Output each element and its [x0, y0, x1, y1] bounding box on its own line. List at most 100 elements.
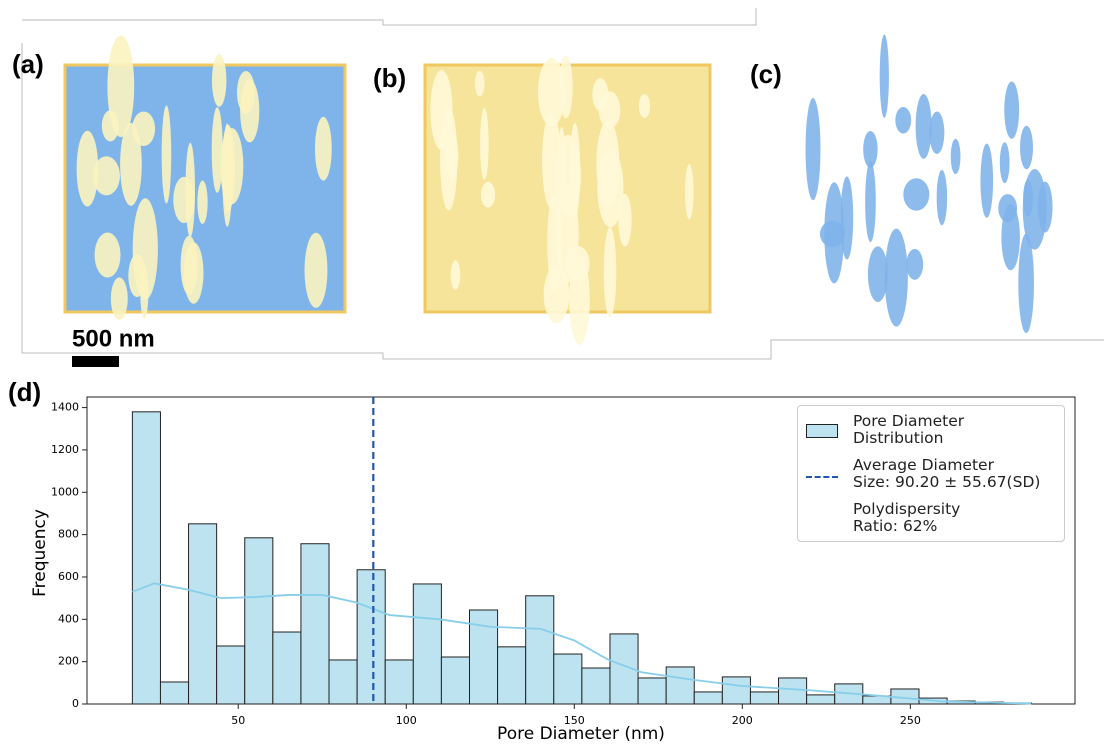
y-tick-label: 200 — [58, 655, 79, 668]
image-blob — [863, 130, 878, 168]
image-blob — [94, 232, 121, 278]
y-tick-label: 1400 — [51, 401, 79, 414]
y-tick-label: 1200 — [51, 443, 79, 456]
image-blob — [480, 181, 496, 208]
image-blob — [915, 93, 932, 159]
image-blob — [76, 130, 99, 207]
kde-line — [132, 582, 1032, 705]
image-blob — [929, 111, 945, 155]
scale-bar — [72, 356, 119, 367]
y-tick-label: 800 — [58, 528, 79, 541]
histogram-bar — [693, 691, 723, 705]
scale-bar-label: 500 nm — [72, 325, 155, 352]
image-blob — [440, 107, 458, 211]
x-axis-label: Pore Diameter (nm) — [497, 724, 665, 744]
panel-label: (a) — [12, 49, 44, 79]
image-blob — [480, 108, 489, 181]
image-blob — [998, 194, 1018, 223]
image-blob — [555, 134, 581, 217]
image-blob — [92, 156, 120, 196]
panel-label: (c) — [750, 59, 782, 89]
image-blob — [183, 242, 204, 304]
image-blob — [450, 260, 461, 290]
image-blob — [879, 34, 889, 118]
histogram-bar — [216, 645, 246, 705]
y-axis-label: Frequency — [30, 509, 50, 597]
panel-label: (d) — [8, 377, 41, 407]
image-blob — [867, 246, 888, 303]
legend-swatch — [806, 476, 838, 478]
legend: Pore Diameter Distribution Average Diame… — [797, 405, 1065, 542]
image-blob — [638, 93, 651, 119]
image-blob — [132, 198, 158, 300]
legend-entry: Average Diameter Size: 90.20 ± 55.67(SD) — [853, 456, 1041, 491]
image-blob — [824, 182, 845, 284]
image-blob — [211, 54, 227, 107]
image-blob — [598, 91, 621, 129]
histogram-bar — [328, 659, 358, 705]
image-blob — [314, 116, 332, 181]
histogram-bar — [721, 676, 751, 705]
image-blob — [906, 248, 924, 280]
image-blob — [865, 161, 876, 243]
image-blob — [936, 169, 948, 226]
histogram-bar — [412, 583, 442, 705]
image-blob — [197, 180, 208, 225]
histogram-bar — [300, 543, 330, 705]
x-tick-label: 250 — [900, 714, 921, 727]
y-tick-label: 1000 — [51, 485, 79, 498]
image-blob — [903, 178, 930, 211]
image-blob — [999, 142, 1010, 184]
image-blob — [107, 35, 135, 138]
image-blob — [1037, 181, 1053, 233]
image-blob — [569, 254, 590, 345]
image-blob — [474, 70, 485, 97]
histogram-bar — [581, 667, 611, 705]
histogram-bar — [159, 681, 190, 705]
legend-swatch — [806, 424, 838, 438]
histogram-bar — [440, 656, 470, 705]
y-tick-label: 600 — [58, 570, 79, 583]
image-blob — [140, 265, 149, 319]
y-tick-label: 400 — [58, 612, 79, 625]
histogram-bar — [806, 694, 836, 705]
x-tick-label: 50 — [231, 714, 245, 727]
image-blob — [1004, 81, 1020, 139]
histogram-bar — [525, 595, 555, 705]
image-blob — [950, 138, 961, 175]
image-blob — [684, 164, 694, 220]
image-blob — [161, 105, 172, 204]
annotation: Polydispersity Ratio: 62% — [853, 500, 961, 535]
x-tick-label: 100 — [396, 714, 417, 727]
image-blob — [222, 123, 233, 227]
histogram-bar — [665, 666, 695, 705]
histogram-bar — [244, 537, 274, 705]
histogram-bar — [778, 677, 808, 705]
image-blob — [240, 79, 260, 143]
histogram-bar — [637, 677, 667, 705]
image-blob — [110, 277, 128, 321]
histogram-bar — [131, 411, 161, 705]
histogram-bar — [497, 646, 527, 705]
image-blob — [120, 122, 142, 206]
image-blob — [537, 57, 566, 127]
histogram-bar — [384, 659, 414, 705]
image-blob — [895, 106, 912, 134]
image-blob — [173, 176, 195, 224]
histogram-bar — [188, 523, 218, 705]
x-tick-label: 200 — [732, 714, 753, 727]
panel-frames — [21, 8, 1104, 360]
y-tick-label: 0 — [72, 697, 79, 710]
image-blob — [596, 120, 620, 208]
histogram-bar — [356, 569, 386, 705]
image-blob — [980, 143, 994, 218]
image-blob — [211, 107, 223, 193]
image-blob — [304, 232, 328, 308]
histogram-bar — [272, 631, 302, 705]
microscopy-images — [63, 34, 1065, 345]
image-blob — [805, 98, 821, 201]
image-blob — [101, 110, 119, 142]
image-blob — [1018, 233, 1034, 334]
